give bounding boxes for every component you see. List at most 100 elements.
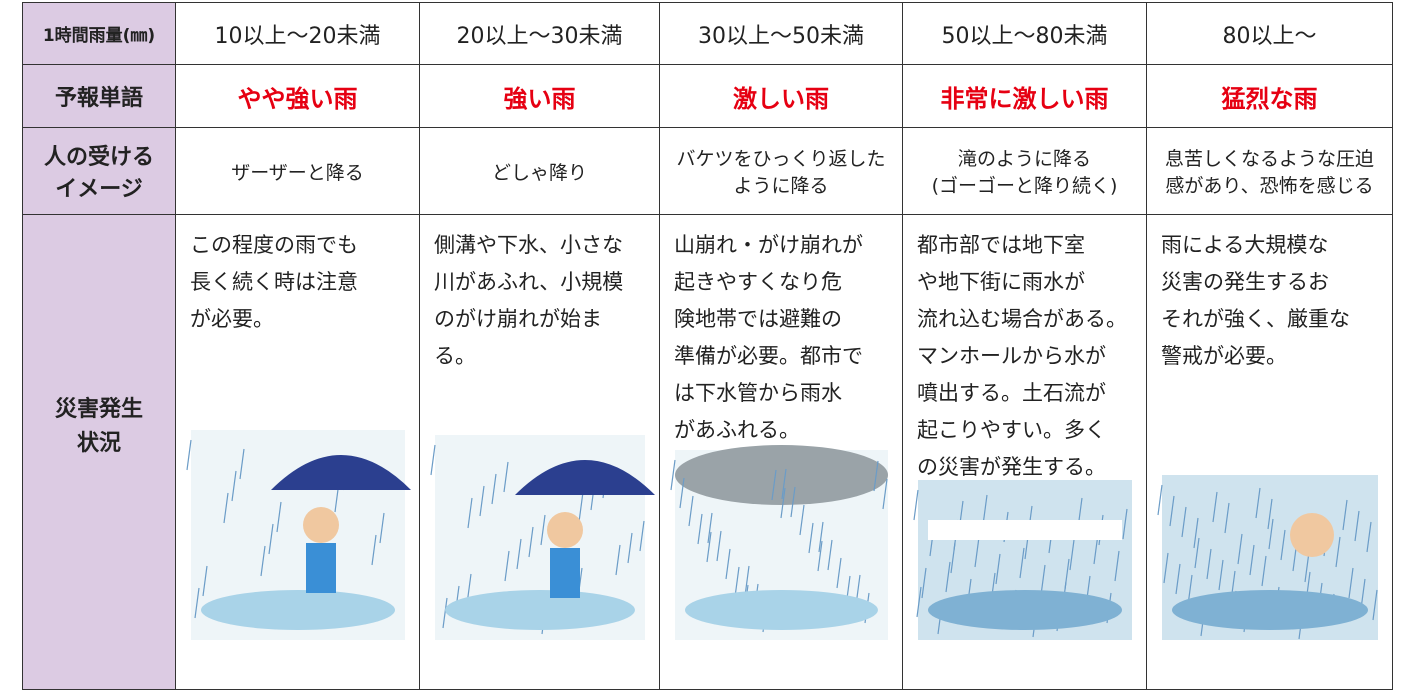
rain-streak — [276, 501, 282, 533]
rain-streak — [467, 497, 473, 529]
rain-streak — [1267, 498, 1273, 530]
cell: 息苦しくなるような圧迫 感があり、恐怖を感じる — [1147, 128, 1393, 215]
cell: 80以上〜 — [1147, 2, 1393, 65]
rain-streak — [1040, 564, 1046, 596]
cell: 猛烈な雨 — [1147, 65, 1393, 128]
cell-text: ように降る — [733, 175, 829, 197]
cell-text: 猛烈な雨 — [1221, 84, 1318, 113]
puddle — [928, 590, 1122, 630]
rain-streak — [1212, 491, 1218, 523]
cell-text: 川があふれ、小規模 — [434, 270, 624, 294]
cell: 20以上〜30未満 — [420, 2, 660, 65]
rain-streak — [1224, 502, 1230, 534]
cell-text: (ゴーゴーと降り続く) — [931, 175, 1118, 197]
cell-text: 人の受ける — [43, 145, 154, 170]
cell-text: 50以上〜80未満 — [941, 23, 1108, 49]
cell: 滝のように降る (ゴーゴーと降り続く) — [903, 128, 1147, 215]
cell-text: 起きやすくなり危 — [674, 270, 842, 294]
umbrella — [271, 455, 411, 490]
rain-streak — [186, 439, 192, 471]
cell-text: 災害の発生するお — [1161, 270, 1329, 294]
cell-text: 流れ込む場合がある。 — [917, 307, 1127, 331]
rain-streak — [479, 485, 485, 517]
puddle — [685, 590, 878, 630]
cell: バケツをひっくり返した ように降る — [660, 128, 903, 215]
rain-streak — [781, 468, 787, 500]
rain-streak — [379, 512, 385, 544]
row-header: 人の受ける イメージ — [22, 128, 176, 215]
cell-text: 息苦しくなるような圧迫 — [1164, 148, 1374, 170]
cell-text: どしゃ降り — [491, 161, 587, 184]
cell: 10以上〜20未満 — [176, 2, 420, 65]
rain-streak — [882, 478, 888, 510]
rain-streak — [528, 526, 534, 558]
rain-streak — [627, 532, 633, 564]
rain-streak — [1019, 547, 1025, 579]
cell-text: 滝のように降る — [957, 148, 1091, 170]
cell-text: 噴出する。土石流が — [917, 381, 1106, 405]
rain-streak — [268, 523, 274, 555]
cell-text: 都市部では地下室 — [917, 233, 1085, 257]
cell-text: 山崩れ・がけ崩れが — [674, 233, 863, 257]
rain-streak — [516, 538, 522, 570]
cell-text: の災害が発生する。 — [917, 455, 1106, 479]
rain-streak — [442, 597, 448, 629]
rain-streak — [1255, 487, 1261, 519]
rain-streak — [995, 553, 1001, 585]
cell-text: 80以上〜 — [1222, 23, 1317, 49]
rain-streak — [1335, 536, 1341, 568]
cell-text: 長く続く時は注意 — [190, 270, 358, 294]
rain-streak — [1372, 589, 1378, 621]
rain-streak — [790, 486, 796, 518]
rain-streak — [799, 504, 805, 536]
puddle — [445, 590, 635, 630]
rain-streak — [921, 567, 927, 599]
rain-streak — [540, 514, 546, 546]
rain-streak — [202, 565, 208, 597]
row-header: 1時間雨量(㎜) — [22, 2, 176, 65]
rain-streak — [817, 540, 823, 572]
rain-streak — [679, 477, 685, 509]
cell-text: 険地帯では避難の — [674, 307, 842, 331]
cell-text: があふれる。 — [674, 418, 800, 442]
rain-streak — [818, 521, 824, 553]
rain-streak — [670, 459, 676, 491]
child-body — [550, 548, 580, 598]
rain-streak — [430, 444, 436, 476]
rain-streak — [725, 548, 731, 580]
cell: ザーザーと降る — [176, 128, 420, 215]
rain-streak — [260, 545, 266, 577]
rain-streak — [1348, 567, 1354, 599]
rain-streak — [827, 539, 833, 571]
rain-streak — [1114, 550, 1120, 582]
rain-streak — [808, 522, 814, 554]
cell-text: 10以上〜20未満 — [214, 23, 381, 49]
rain-streak — [1157, 484, 1163, 516]
umbrella — [515, 460, 655, 495]
rain-table: 1時間雨量(㎜) 10以上〜20未満 20以上〜30未満 30以上〜50未満 50以上〜… — [22, 2, 1393, 690]
cell-text: 激しい雨 — [733, 84, 829, 113]
rain-streak — [1163, 552, 1169, 584]
rain-streak — [1181, 506, 1187, 538]
puddle — [1172, 590, 1368, 630]
rain-streak — [836, 557, 842, 589]
cell-text: 20以上〜30未満 — [456, 23, 623, 49]
rain-streak — [223, 492, 229, 524]
cell-text: 強い雨 — [503, 84, 576, 113]
cell-text: この程度の雨でも — [190, 233, 358, 257]
rain-streak — [371, 534, 377, 566]
cell: やや強い雨 — [176, 65, 420, 128]
rain-streak — [916, 586, 922, 618]
cell-text: が必要。 — [190, 307, 274, 331]
cell: この程度の雨でも 長く続く時は注意 が必要。 — [176, 215, 420, 690]
cell-text: 起こりやすい。多く — [917, 418, 1106, 442]
rain-streak — [1069, 539, 1075, 571]
rain-streak — [744, 565, 750, 597]
rain-streak — [1261, 555, 1267, 587]
cell: 雨による大規模な 災害の発生するお それが強く、厳重な 警戒が必要。 — [1147, 215, 1393, 690]
rain-streak — [239, 448, 245, 480]
child — [303, 507, 339, 543]
cell-text: 状況 — [76, 431, 121, 456]
cell: 強い雨 — [420, 65, 660, 128]
cell-text: る。 — [434, 344, 476, 368]
